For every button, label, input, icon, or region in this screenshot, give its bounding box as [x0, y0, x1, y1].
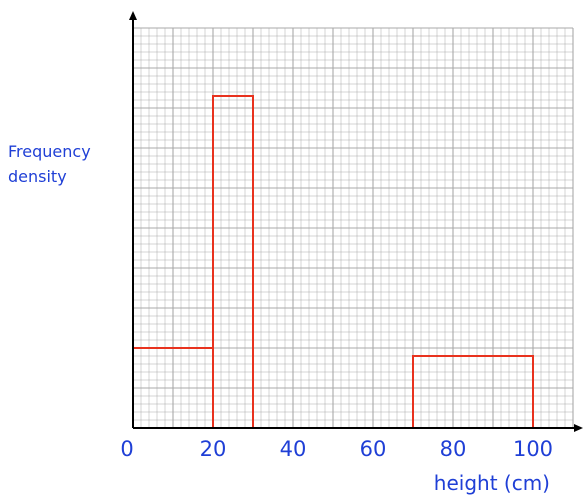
bars: [133, 95, 534, 428]
x-tick-label-20: 20: [200, 437, 227, 461]
bar-2: [212, 95, 254, 428]
y-axis-label-line-2: density: [8, 167, 67, 186]
y-axis-label-line-1: Frequency: [8, 142, 91, 161]
grid: [132, 27, 574, 429]
x-axis-arrow: [574, 424, 583, 432]
x-tick-label-80: 80: [440, 437, 467, 461]
y-axis-arrow: [129, 11, 137, 20]
x-axis-label: height (cm): [434, 471, 550, 495]
axes: [129, 11, 583, 432]
x-tick-label-0: 0: [120, 437, 133, 461]
bar-3: [412, 355, 534, 428]
x-tick-label-40: 40: [280, 437, 307, 461]
x-tick-label-100: 100: [513, 437, 553, 461]
x-tick-label-60: 60: [360, 437, 387, 461]
x-tick-labels: 0 20 40 60 80 100: [120, 437, 553, 461]
